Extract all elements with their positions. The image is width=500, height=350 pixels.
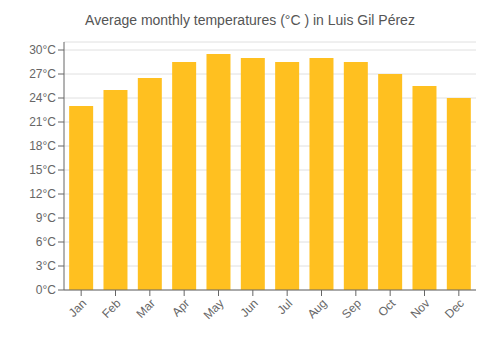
svg-text:6°C: 6°C (36, 235, 56, 249)
svg-text:30°C: 30°C (29, 43, 56, 57)
html-text:Average monthly temperatures (: Average monthly temperatures (°C ) in Lu… (85, 12, 415, 28)
svg-text:15°C: 15°C (29, 163, 56, 177)
svg-text:18°C: 18°C (29, 139, 56, 153)
svg-text:Oct: Oct (375, 296, 399, 320)
svg-text:Mar: Mar (133, 296, 158, 321)
svg-text:Dec: Dec (442, 296, 467, 321)
svg-text:27°C: 27°C (29, 67, 56, 81)
svg-text:3°C: 3°C (36, 259, 56, 273)
svg-text:Aug: Aug (305, 296, 330, 321)
svg-text:Jan: Jan (66, 296, 90, 320)
svg-text:Jul: Jul (275, 296, 296, 317)
svg-text:12°C: 12°C (29, 187, 56, 201)
svg-text:24°C: 24°C (29, 91, 56, 105)
svg-text:0°C: 0°C (36, 283, 56, 297)
svg-text:Nov: Nov (408, 296, 433, 321)
svg-text:Feb: Feb (99, 296, 124, 321)
svg-text:21°C: 21°C (29, 115, 56, 129)
svg-text:Jun: Jun (237, 296, 261, 320)
svg-text:Sep: Sep (339, 296, 364, 321)
svg-text:9°C: 9°C (36, 211, 56, 225)
svg-text:May: May (201, 296, 227, 322)
svg-text:Apr: Apr (169, 296, 192, 319)
